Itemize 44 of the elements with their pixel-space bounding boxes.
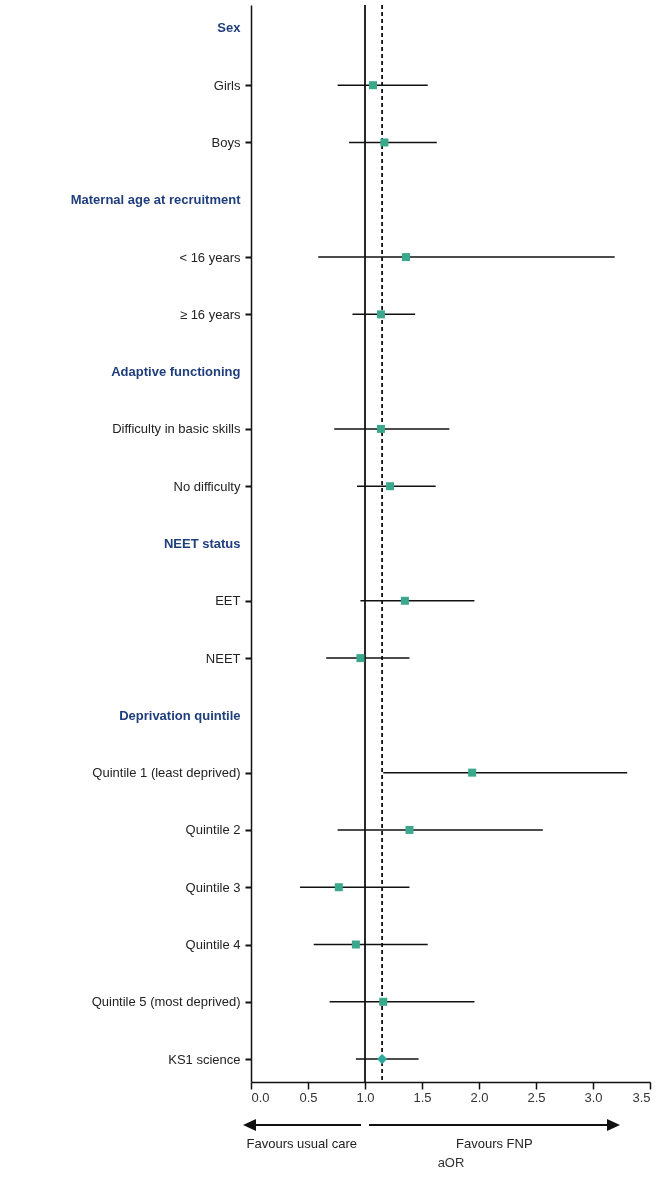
point <box>356 654 365 663</box>
point <box>368 81 377 90</box>
point <box>386 482 395 491</box>
y-tick-label: ≥ 16 years <box>179 306 241 322</box>
y-tick-label: Quintile 3 <box>185 879 241 895</box>
y-tick-label: EET <box>215 593 241 609</box>
text: Favours FNP <box>456 1136 533 1151</box>
y-tick-label: Difficulty in basic skills <box>112 421 241 437</box>
y-tick-label: Quintile 5 (most deprived) <box>91 994 241 1010</box>
x-tick-label: 1.5 <box>413 1089 432 1105</box>
x-tick-label: 1.0 <box>356 1089 375 1105</box>
y-tick-label: NEET status <box>163 536 241 551</box>
point <box>380 138 389 147</box>
y-tick-label: Maternal age at recruitment <box>70 192 242 208</box>
point <box>334 883 343 892</box>
x-tick-label: 2.5 <box>527 1089 546 1105</box>
point <box>377 1054 388 1065</box>
x-tick-label: 3.0 <box>584 1089 603 1105</box>
point <box>351 940 360 949</box>
x-tick-label: 0.5 <box>299 1089 318 1105</box>
y-tick-label: Deprivation quintile <box>119 707 241 723</box>
y-tick-label: Quintile 1 (least deprived) <box>92 765 241 781</box>
y-tick-label: Girls <box>213 77 241 93</box>
point <box>468 768 477 777</box>
x-tick-label: 3.5 <box>632 1089 651 1105</box>
y-tick-label: < 16 years <box>179 249 241 265</box>
y-tick-label: Quintile 4 <box>185 937 241 953</box>
text: Favours usual care <box>246 1136 358 1151</box>
y-tick-label: No difficulty <box>173 478 241 494</box>
point <box>376 424 385 433</box>
x-tick-label: 2.0 <box>470 1089 489 1105</box>
y-tick-label: Sex <box>217 20 242 36</box>
point <box>376 310 385 319</box>
y-tick-label: NEET <box>205 650 241 666</box>
y-tick-label: Adaptive functioning <box>111 364 241 380</box>
point <box>400 596 409 605</box>
y-tick-label: KS1 science <box>168 1051 241 1067</box>
point <box>379 997 388 1006</box>
x-axis-title: aOR <box>437 1154 465 1170</box>
point <box>402 253 411 262</box>
x-tick-label: 0.0 <box>251 1089 270 1105</box>
y-tick-label: Quintile 2 <box>185 822 241 838</box>
point <box>405 825 414 834</box>
y-tick-label: Boys <box>211 134 241 150</box>
